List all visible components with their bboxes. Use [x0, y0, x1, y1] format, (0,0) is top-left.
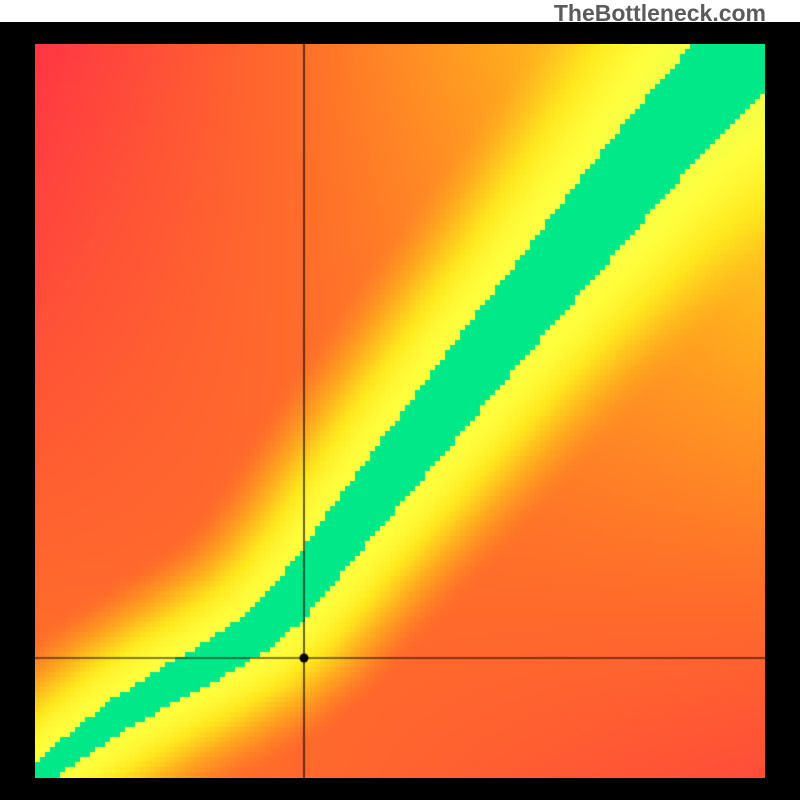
watermark-text: TheBottleneck.com — [554, 0, 766, 27]
bottleneck-heatmap — [35, 44, 765, 778]
